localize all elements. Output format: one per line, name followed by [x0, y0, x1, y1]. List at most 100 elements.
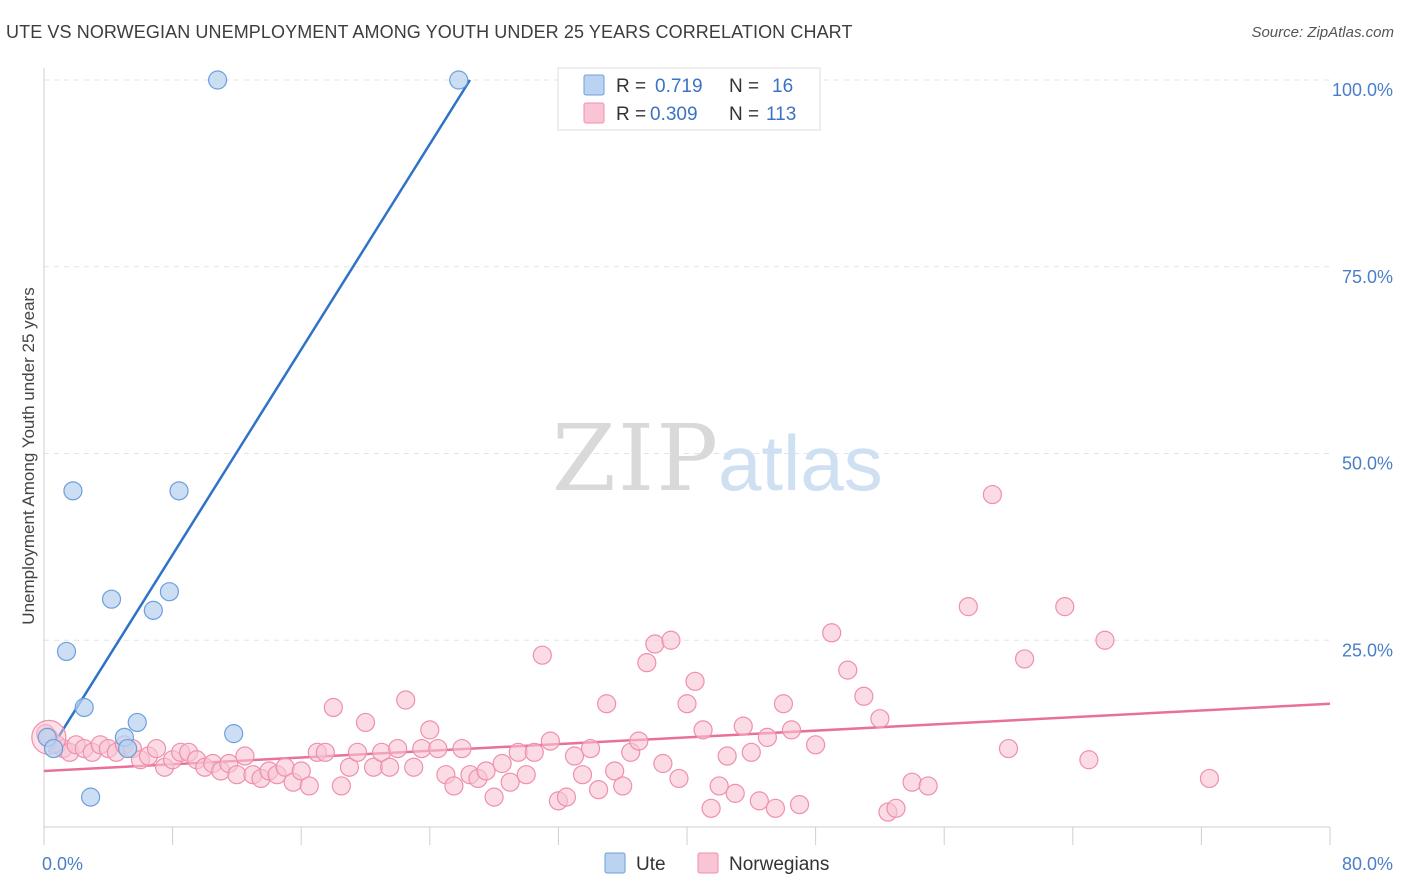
norwegians-point: [484, 787, 504, 807]
norwegians-point: [492, 753, 512, 774]
ute-point: [81, 787, 101, 807]
norwegians-point: [653, 753, 673, 774]
norwegians-point: [789, 794, 810, 815]
norwegians-point: [572, 765, 593, 785]
norwegians-point: [757, 727, 777, 747]
legend-swatch-norwegians: [583, 102, 605, 124]
norwegians-point: [540, 731, 560, 751]
norwegians-point: [781, 720, 802, 740]
norwegians-point: [444, 776, 464, 796]
norwegians-point: [588, 780, 609, 800]
norwegians-point: [404, 757, 424, 777]
norwegians-point: [516, 765, 536, 785]
norwegians-point: [918, 776, 938, 796]
ute-point: [44, 738, 64, 759]
norwegians-point: [637, 653, 657, 673]
ute-point: [101, 589, 122, 609]
norwegians-point: [773, 694, 794, 714]
ute-trend-line: [47, 79, 472, 753]
legend-n-value-norwegians: 113: [766, 104, 796, 125]
grid-layer: [44, 79, 1330, 641]
norwegians-point: [597, 694, 617, 714]
norwegians-trend-line: [43, 702, 1331, 773]
norwegians-point: [605, 761, 625, 781]
norwegians-point: [476, 761, 496, 781]
norwegians-point: [299, 776, 319, 796]
ute-point: [63, 481, 83, 501]
ute-point: [143, 600, 163, 620]
ute-point: [169, 481, 189, 501]
legend-r-value-ute: 0.719: [655, 76, 703, 97]
norwegians-point: [677, 694, 697, 714]
legend-n-label-norwegians: N =: [729, 104, 759, 125]
norwegians-point: [701, 798, 721, 818]
norwegians-point: [355, 712, 376, 733]
norwegians-point: [564, 746, 585, 766]
norwegians-point: [323, 697, 343, 718]
norwegians-point: [998, 738, 1019, 759]
norwegians-point: [733, 716, 753, 736]
y-tick-label: 75.0%: [1342, 267, 1393, 287]
norwegians-point: [693, 720, 713, 740]
ute-point: [117, 738, 138, 759]
norwegians-point: [291, 761, 311, 781]
norwegians-point: [532, 645, 552, 665]
watermark: ZIP atlas: [552, 405, 883, 512]
legend-r-label-norwegians: R =: [616, 104, 646, 125]
watermark-atlas: atlas: [718, 419, 883, 507]
ute-point: [449, 70, 469, 90]
norwegians-point: [347, 742, 368, 762]
series-legend: Ute Norwegians: [604, 852, 829, 875]
trend-layer: [43, 79, 1331, 773]
legend-r-label-ute: R =: [616, 76, 646, 97]
legend-n-label-ute: N =: [729, 76, 759, 97]
norwegians-point: [725, 783, 745, 803]
ute-point: [208, 70, 228, 90]
norwegians-point: [613, 776, 633, 796]
norwegians-point: [717, 746, 737, 766]
norwegians-point: [500, 772, 520, 792]
norwegians-point: [452, 738, 472, 759]
norwegians-point: [1014, 649, 1035, 669]
chart-source: Source: ZipAtlas.com: [1251, 24, 1394, 41]
series-legend-swatch-ute: [604, 852, 626, 874]
norwegians-point: [765, 798, 786, 818]
norwegians-point: [805, 735, 826, 755]
x-tick-label: 0.0%: [42, 854, 83, 874]
ute-point: [224, 724, 244, 744]
ute-point: [127, 712, 147, 733]
y-tick-label: 25.0%: [1342, 640, 1393, 660]
norwegians-point: [661, 630, 681, 650]
norwegians-point: [420, 720, 440, 740]
legend-n-value-ute: 16: [772, 76, 793, 97]
norwegians-point: [227, 765, 247, 785]
norwegians-point: [741, 742, 761, 762]
series-legend-label-ute: Ute: [636, 854, 666, 875]
norwegians-point: [339, 757, 360, 777]
norwegians-point: [1055, 597, 1075, 617]
ute-point: [159, 582, 179, 602]
legend-swatch-ute: [583, 74, 605, 96]
norwegians-point: [669, 768, 689, 789]
norwegians-point: [508, 742, 528, 762]
norwegians-point: [1199, 768, 1220, 789]
norwegians-point: [331, 776, 351, 796]
y-tick-label: 100.0%: [1332, 80, 1393, 100]
watermark-zip: ZIP: [552, 405, 720, 512]
norwegians-point: [854, 686, 874, 706]
norwegians-point: [1095, 630, 1115, 650]
norwegians-point: [822, 623, 842, 643]
y-tick-label: 50.0%: [1342, 454, 1393, 474]
norwegians-point: [629, 731, 649, 751]
norwegians-point: [1079, 750, 1099, 770]
norwegians-point: [146, 738, 167, 759]
chart-title: UTE VS NORWEGIAN UNEMPLOYMENT AMONG YOUT…: [6, 22, 853, 42]
norwegians-point: [958, 597, 978, 617]
norwegians-point: [709, 776, 729, 796]
norwegians-point: [749, 791, 769, 811]
x-tick-label: 80.0%: [1342, 854, 1393, 874]
norwegians-point: [556, 787, 577, 807]
stats-legend: R = 0.719 N = 16 R = 0.309 N = 113: [557, 67, 821, 131]
legend-r-value-norwegians: 0.309: [650, 104, 698, 125]
